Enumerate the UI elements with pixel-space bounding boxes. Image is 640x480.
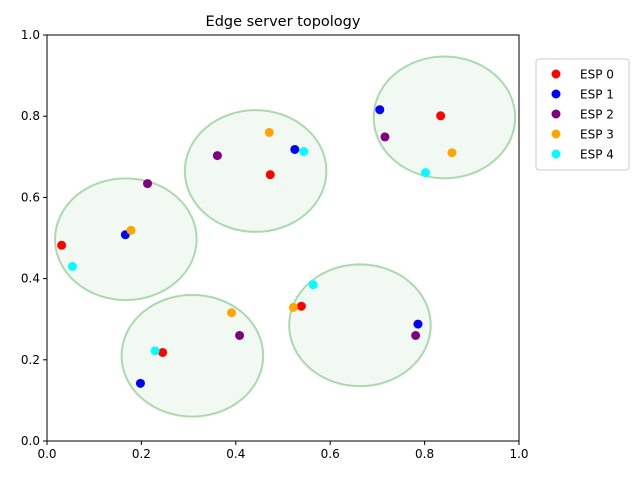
point-esp3-1 [264, 127, 274, 137]
x-tick-label-3: 0.6 [321, 447, 340, 461]
legend-marker-3 [551, 129, 561, 139]
legend-marker-2 [551, 109, 561, 119]
point-esp3-2 [447, 148, 457, 158]
point-esp2-3 [235, 330, 245, 340]
y-tick-label-4: 0.8 [21, 109, 40, 123]
x-tick-label-2: 0.4 [226, 447, 245, 461]
plot-area [54, 55, 517, 418]
coverage-region-4 [288, 263, 432, 388]
point-esp4-4 [308, 280, 318, 290]
y-tick-label-0: 0.0 [21, 434, 40, 448]
point-esp1-4 [413, 319, 423, 329]
legend-label-2: ESP 2 [580, 108, 614, 122]
point-esp2-2 [380, 132, 390, 142]
y-tick-label-3: 0.6 [21, 190, 40, 204]
legend: ESP 0 ESP 1 ESP 2 ESP 3 ESP 4 [535, 58, 630, 171]
legend-marker-4 [551, 149, 561, 159]
point-esp2-1 [212, 151, 222, 161]
point-esp0-0 [57, 240, 67, 250]
point-esp0-1 [265, 170, 275, 180]
point-esp2-4 [411, 330, 421, 340]
legend-marker-0 [551, 69, 561, 79]
coverage-region-1 [183, 109, 328, 233]
y-tick-label-5: 1.0 [21, 28, 40, 42]
point-esp0-4 [296, 301, 306, 311]
point-esp4-0 [67, 261, 77, 271]
x-tick-label-4: 0.8 [415, 447, 434, 461]
point-esp4-2 [421, 168, 431, 178]
point-esp1-2 [375, 105, 385, 115]
legend-frame [535, 58, 630, 171]
legend-label-4: ESP 4 [580, 148, 614, 162]
coverage-region-3 [120, 293, 265, 418]
point-esp2-0 [143, 179, 153, 189]
legend-marker-1 [551, 89, 561, 99]
legend-label-3: ESP 3 [580, 128, 614, 142]
point-esp0-3 [158, 347, 168, 357]
y-tick-label-2: 0.4 [21, 272, 40, 286]
legend-label-1: ESP 1 [580, 88, 614, 102]
x-tick-label-5: 1.0 [509, 447, 528, 461]
axes-frame [46, 34, 520, 442]
legend-label-0: ESP 0 [580, 68, 614, 82]
point-esp3-3 [227, 308, 237, 318]
y-tick-label-1: 0.2 [21, 353, 40, 367]
point-esp1-1 [290, 144, 300, 154]
x-tick-label-0: 0.0 [37, 447, 56, 461]
point-esp1-3 [135, 378, 145, 388]
point-esp3-4 [288, 302, 298, 312]
point-esp4-1 [299, 147, 309, 157]
x-tick-label-1: 0.2 [132, 447, 151, 461]
axes: 0.0 0.2 0.4 0.6 0.8 1.0 0.0 0.2 0.4 0.6 0.8 1.0 [21, 28, 529, 461]
point-esp0-2 [436, 111, 446, 121]
point-esp4-3 [150, 346, 160, 356]
chart-title: Edge server topology [206, 14, 361, 30]
point-esp3-0 [126, 225, 136, 235]
